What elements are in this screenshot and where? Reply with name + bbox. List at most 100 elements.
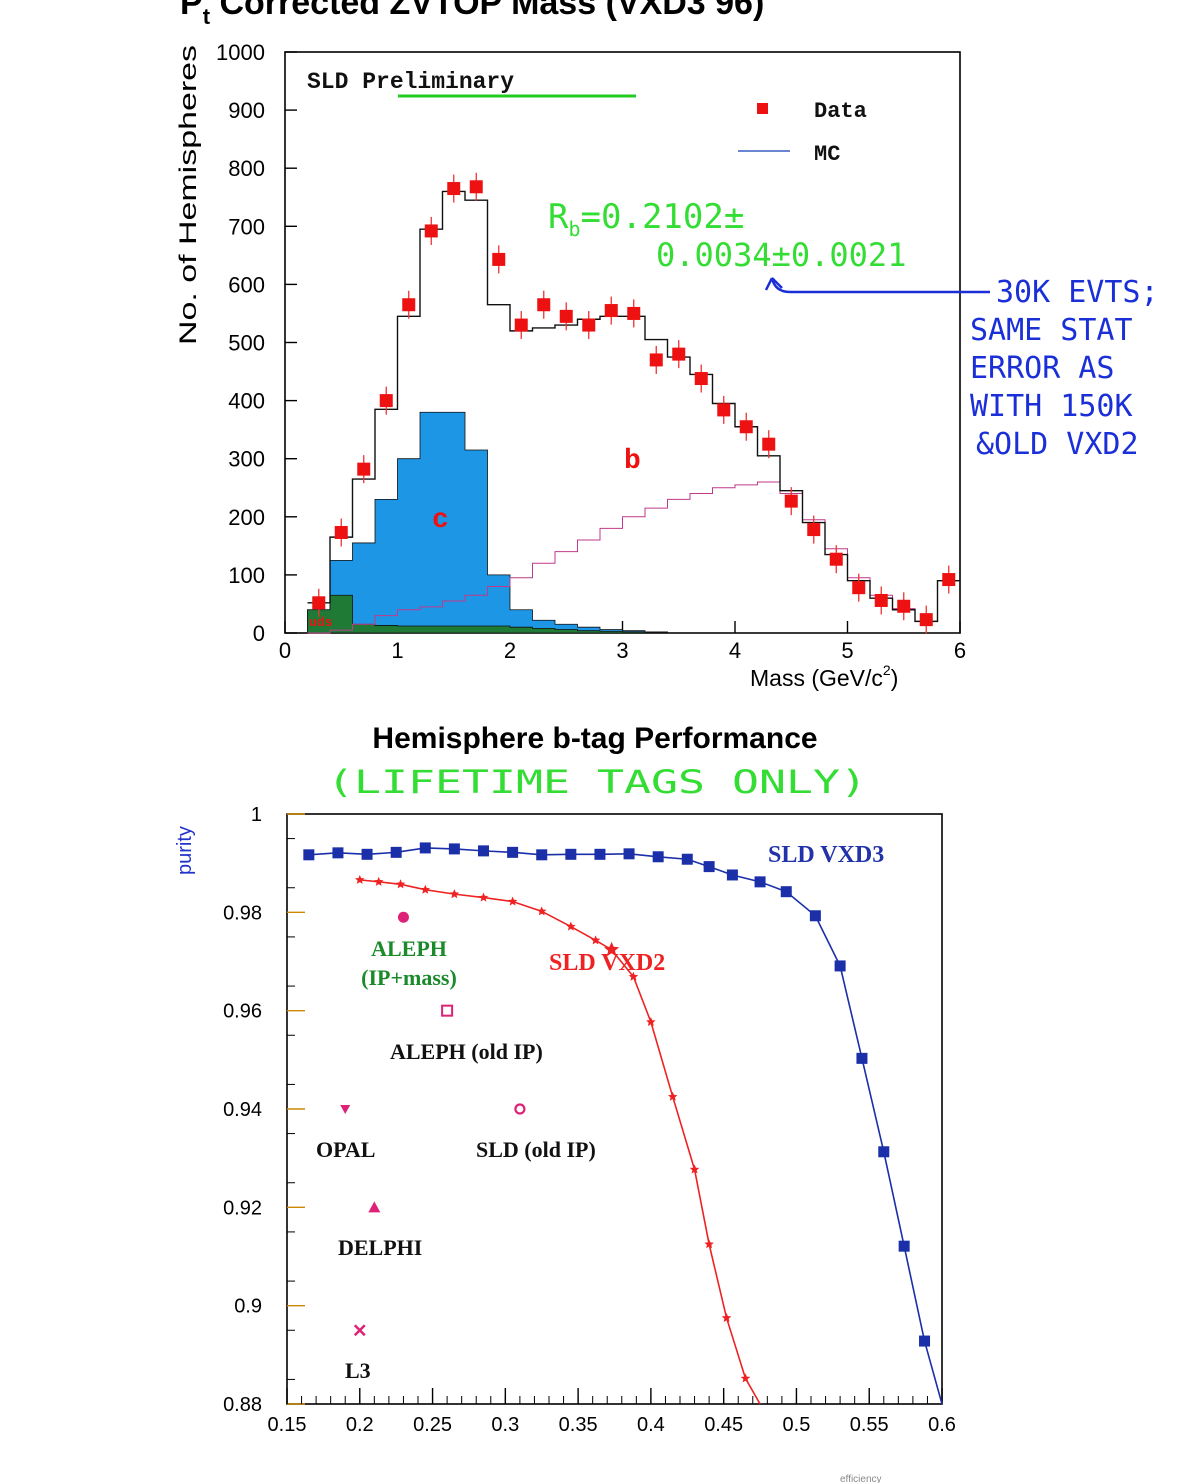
x-tick-label: 0.25 [413,1414,452,1436]
data-point [807,523,821,537]
data-point [897,599,911,613]
l3-point [353,1324,366,1337]
btag-chart-curves [308,847,943,1405]
note-arrow [764,277,990,294]
opal-point [340,1105,351,1114]
y-tick-label: 0.9 [234,1296,262,1318]
data-point [492,252,506,266]
sld-vxd3-point [478,845,489,857]
sld-vxd2-point [373,876,384,886]
data-point [874,593,888,607]
side-note-line: 30K EVTS; [996,275,1159,310]
data-point [829,552,843,566]
sld-vxd3-point [780,886,792,898]
sld-vxd3-point [681,853,693,865]
data-point [852,581,866,595]
sld-vxd2-point [689,1164,700,1174]
x-tick-label: 1 [391,638,403,663]
label-uds: uds [309,615,333,630]
aleph-mass-point [397,911,409,923]
data-point [694,372,708,386]
y-tick-label: 0.94 [223,1099,262,1121]
y-tick-label: 500 [228,331,265,356]
btag-chart-axes: 0.88 0.9 0.92 0.94 0.96 0.98 1 0.15 0.2 0.25 0.3 0.… [223,804,956,1436]
y-tick-label: 200 [228,505,265,530]
sld-vxd2-point [420,884,430,894]
x-tick-label: 3 [616,638,628,663]
data-point [672,347,686,361]
sld-vxd3-point [332,847,344,859]
sld-vxd3-point [565,848,577,860]
data-point [739,420,753,434]
data-point [379,394,393,408]
y-tick-label: 0.92 [223,1197,262,1219]
y-tick-label: 0.88 [223,1394,262,1416]
data-point [469,180,483,194]
data-point [582,318,596,332]
mass-chart-data-points [312,172,956,634]
mass-chart-axes: 0 100 200 300 400 500 600 700 800 900 1000 0 1 2 3 4 5 6 [216,40,966,663]
btag-chart: Hemisphere b-tag Performance (LIFETIME T… [174,722,956,1483]
label-c: c [432,505,449,536]
sld-vxd3-point [303,849,315,861]
x-tick-label: 0.15 [268,1414,307,1436]
y-tick-label: 900 [228,98,265,123]
data-point [627,306,641,320]
sld-vxd2-point [668,1091,678,1101]
data-point [312,596,326,610]
y-tick-label: 100 [228,563,265,588]
data-point [537,298,551,312]
mass-chart-title: Pt Corrected ZVTOP Mass (VXD3 96) [180,0,764,29]
sld-vxd2-point [704,1239,714,1249]
side-note-line: SAME STAT [970,313,1133,348]
legend-data-marker [757,103,768,114]
sld-vxd3-point [419,842,431,854]
x-tick-label: 5 [841,638,853,663]
sld-vxd3-point [809,910,821,922]
x-tick-label: 0.5 [783,1414,811,1436]
x-tick-label: 0.3 [491,1414,519,1436]
x-tick-label: 0.2 [346,1414,374,1436]
x-tick-label: 0 [279,638,291,663]
sld-vxd3-point [878,1146,890,1158]
sld-vxd3-point [703,861,715,873]
sld-vxd3-point [754,876,766,888]
x-tick-label: 0.45 [704,1414,743,1436]
y-tick-label: 300 [228,447,265,472]
xlabel-fragment: efficiency [840,1474,882,1483]
sld-vxd3-point [536,849,548,861]
data-point [717,403,731,417]
sld-vxd3-point [623,848,635,860]
data-point [334,525,348,539]
sld-vxd2-point [590,935,601,945]
uds-histogram [307,594,960,634]
label-sld-vxd3: SLD VXD3 [768,842,884,868]
sld-vxd2-point [478,892,489,902]
sld-vxd3-point [856,1052,868,1064]
sld-old-point [514,1103,526,1115]
btag-chart-subtitle: (LIFETIME TAGS ONLY) [327,763,867,801]
x-tick-label: 4 [729,638,741,663]
aleph-old-point [441,1004,454,1017]
sld-vxd3-point [919,1335,931,1347]
y-tick-label: 1000 [216,40,265,65]
sld-vxd2-point [604,941,620,957]
delphi-point [368,1201,381,1213]
sld-vxd2-point [740,1373,751,1383]
sld-vxd2-point [449,889,460,899]
data-point [559,309,573,323]
side-note-line: &OLD VXD2 [976,427,1139,462]
sld-vxd3-point [507,846,519,858]
sld-vxd2-point [646,1017,656,1026]
y-tick-label: 800 [228,156,265,181]
data-point [402,298,416,312]
x-tick-label: 0.35 [559,1414,598,1436]
btag-chart-ylabel: purity [174,826,196,875]
y-tick-label: 0.98 [223,902,262,924]
sld-vxd2-point [537,906,547,916]
mc-histogram [307,190,960,623]
data-point [604,304,618,318]
label-aleph-old: ALEPH (old IP) [390,1039,543,1064]
data-point [919,613,933,627]
